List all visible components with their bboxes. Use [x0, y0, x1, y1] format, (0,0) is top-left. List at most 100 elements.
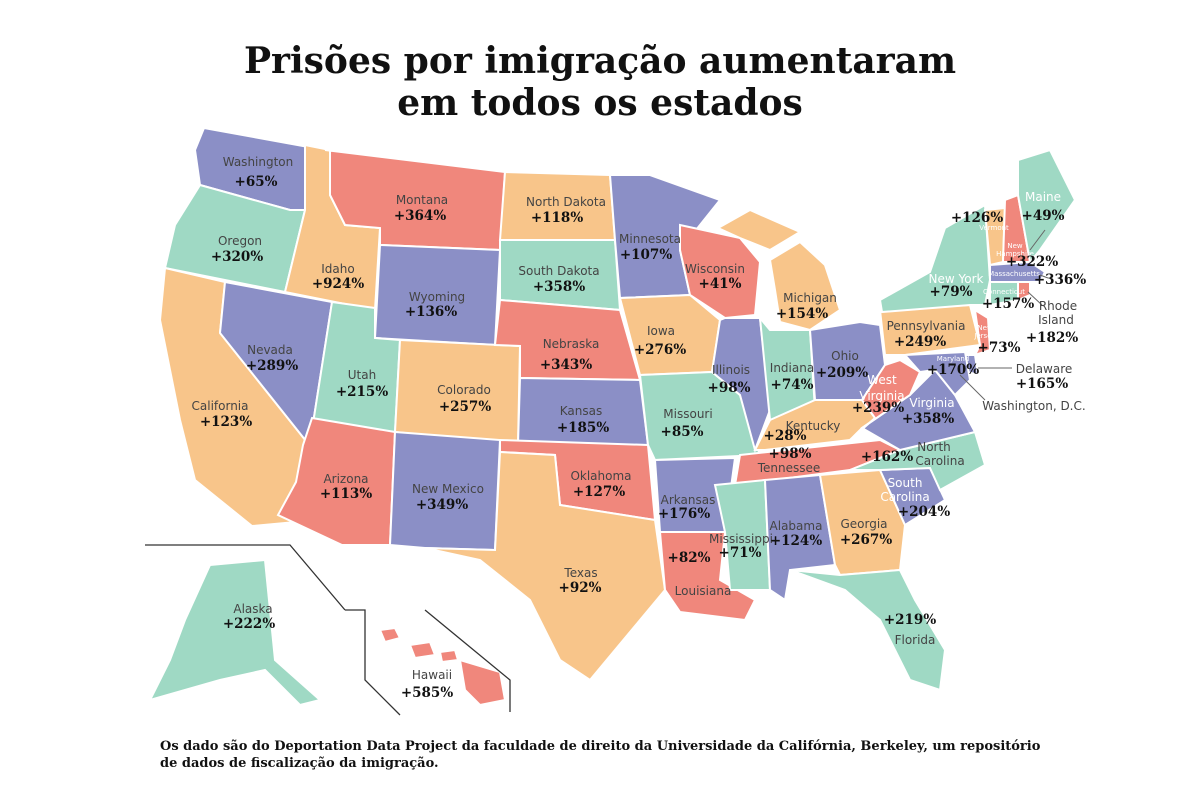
leader-nh: [1029, 229, 1046, 251]
label-value-west-virginia: +239%: [852, 400, 904, 416]
label-name-delaware: Delaware: [1016, 362, 1073, 376]
label-name-west-virginia-2: Virginia: [859, 389, 904, 403]
label-name-rhode-island-1: Rhode: [1039, 299, 1077, 313]
label-value-connecticut: +157%: [982, 296, 1034, 312]
state-shapes: [148, 126, 1077, 707]
label-value-maryland: +170%: [927, 362, 979, 378]
label-value-arizona: +113%: [320, 486, 372, 502]
label-name-maryland: Maryland: [937, 355, 969, 363]
label-name-new-hampshire-1: New: [1007, 242, 1023, 250]
label-value-arkansas: +176%: [658, 506, 710, 522]
label-value-delaware: +165%: [1016, 376, 1068, 392]
label-value-louisiana: +82%: [668, 550, 711, 566]
label-name-south-dakota: South Dakota: [518, 264, 599, 278]
label-name-texas: Texas: [563, 566, 597, 580]
label-name-arkansas: Arkansas: [661, 493, 716, 507]
state-mississippi: [713, 478, 772, 591]
label-value-minnesota: +107%: [620, 247, 672, 263]
label-name-wisconsin: Wisconsin: [685, 262, 745, 276]
label-name-south-carolina-2: Carolina: [880, 490, 929, 504]
label-name-virginia: Virginia: [909, 396, 954, 410]
leader-lines: [959, 229, 1049, 401]
state-maine: [1017, 148, 1077, 265]
label-name-oklahoma: Oklahoma: [570, 469, 631, 483]
label-value-michigan: +154%: [776, 306, 828, 322]
label-value-nevada: +289%: [246, 358, 298, 374]
label-value-illinois: +98%: [708, 380, 751, 396]
label-value-montana: +364%: [394, 208, 446, 224]
label-value-rhode-island: +182%: [1026, 330, 1078, 346]
state-maryland: [902, 350, 972, 397]
label-value-massachusetts: +336%: [1034, 272, 1086, 288]
title-line-2: em todos os estados: [397, 82, 803, 124]
label-value-alabama: +124%: [770, 533, 822, 549]
label-value-indiana: +74%: [771, 377, 814, 393]
label-value-missouri: +85%: [661, 424, 704, 440]
label-name-north-dakota: North Dakota: [526, 195, 606, 209]
state-hawaii-2: [408, 640, 437, 660]
inset-lines: [145, 544, 511, 716]
state-michigan: [768, 240, 842, 332]
label-name-west-virginia-1: West: [867, 373, 897, 387]
label-value-texas: +92%: [559, 580, 602, 596]
label-name-washington: Washington: [223, 155, 294, 169]
label-name-arizona: Arizona: [323, 472, 368, 486]
label-name-south-carolina-1: South: [888, 476, 923, 490]
label-value-florida: +219%: [884, 612, 936, 628]
label-name-minnesota: Minnesota: [619, 232, 681, 246]
label-value-utah: +215%: [336, 384, 388, 400]
label-value-oregon: +320%: [211, 249, 263, 265]
state-massachusetts: [989, 260, 1047, 283]
label-name-new-york: New York: [929, 272, 984, 286]
label-name-vermont: Vermont: [979, 224, 1009, 232]
label-name-idaho: Idaho: [321, 262, 354, 276]
state-hawaii-4: [458, 658, 507, 707]
label-value-iowa: +276%: [634, 342, 686, 358]
label-name-tennessee: Tennessee: [757, 461, 821, 475]
label-name-rhode-island-2: Island: [1038, 313, 1074, 327]
label-name-florida: Florida: [895, 633, 936, 647]
label-name-montana: Montana: [396, 193, 448, 207]
label-value-maine: +49%: [1022, 208, 1065, 224]
label-name-colorado: Colorado: [437, 383, 491, 397]
label-name-michigan: Michigan: [783, 291, 837, 305]
state-alaska: [148, 558, 323, 707]
label-name-hawaii: Hawaii: [412, 668, 452, 682]
label-name-wyoming: Wyoming: [409, 290, 465, 304]
label-name-pennsylvania: Pennsylvania: [887, 319, 966, 333]
state-texas: [424, 450, 667, 682]
label-name-new-jersey-2: Jersey: [973, 332, 995, 340]
state-louisiana: [658, 531, 757, 622]
label-value-colorado: +257%: [439, 399, 491, 415]
state-new-jersey: [973, 308, 992, 357]
label-value-oklahoma: +127%: [573, 484, 625, 500]
label-value-tennessee: +98%: [769, 446, 812, 462]
label-name-nevada: Nevada: [247, 343, 293, 357]
hawaii-inset-line: [345, 609, 401, 716]
state-hawaii-3: [438, 648, 460, 664]
leader-ma: [1039, 274, 1049, 279]
label-name-kentucky: Kentucky: [786, 419, 841, 433]
label-value-kentucky: +28%: [764, 428, 807, 444]
label-value-wyoming: +136%: [405, 304, 457, 320]
label-name-maine: Maine: [1025, 190, 1061, 204]
label-name-iowa: Iowa: [647, 324, 675, 338]
label-value-south-carolina: +204%: [898, 504, 950, 520]
label-value-south-dakota: +358%: [533, 279, 585, 295]
label-name-alaska: Alaska: [233, 602, 272, 616]
label-value-mississippi: +71%: [719, 545, 762, 561]
label-value-vermont: +126%: [951, 210, 1003, 226]
title-line-1: Prisões por imigração aumentaram: [243, 40, 957, 82]
label-name-mississippi: Mississippi: [709, 532, 773, 546]
label-name-louisiana: Louisiana: [675, 584, 732, 598]
label-value-virginia: +358%: [902, 411, 954, 427]
label-value-california: +123%: [200, 414, 252, 430]
state-michigan-up: [715, 208, 803, 252]
label-value-north-carolina: +162%: [861, 449, 913, 465]
label-name-california: California: [192, 399, 249, 413]
hawaii-inset-line-2: [424, 609, 511, 712]
label-name-utah: Utah: [348, 368, 376, 382]
label-value-hawaii: +585%: [401, 685, 453, 701]
label-value-alaska: +222%: [223, 616, 275, 632]
